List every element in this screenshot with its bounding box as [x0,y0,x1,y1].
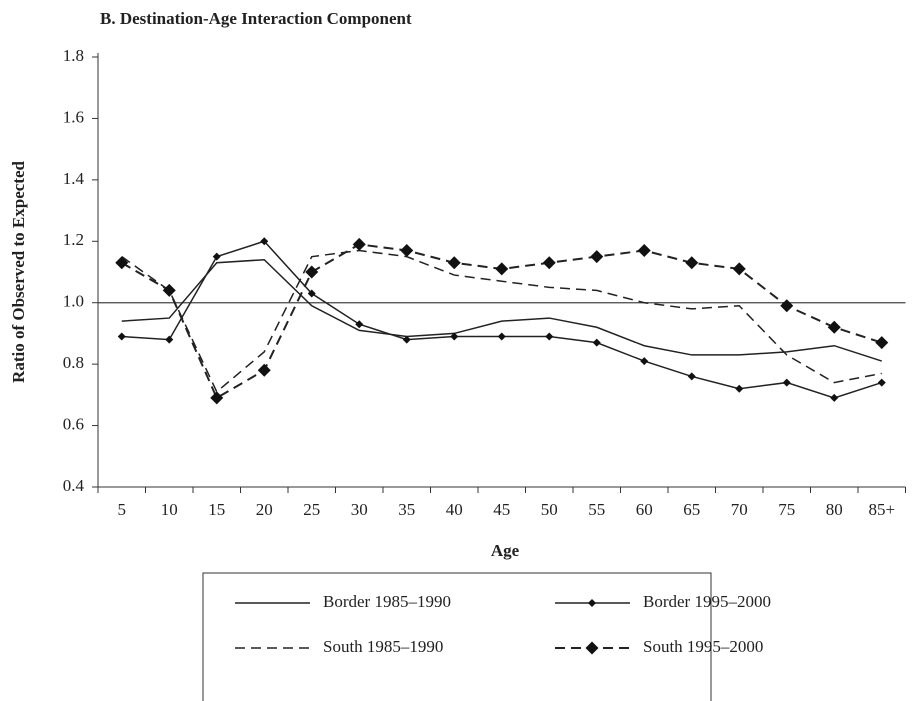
legend-label: Border 1985–1990 [323,592,451,611]
x-tick-label: 25 [303,500,320,519]
point-marker [592,338,601,347]
x-tick-label: 20 [256,500,273,519]
x-tick-label: 55 [588,500,605,519]
point-marker [685,256,699,270]
point-marker [115,256,129,270]
y-tick-label: 1.0 [63,292,84,311]
x-tick-label: 50 [541,500,558,519]
point-marker [640,357,649,366]
point-marker [542,256,556,270]
legend-label: Border 1995–2000 [643,592,771,611]
series-line [121,258,882,362]
y-axis-label: Ratio of Observed to Expected [9,161,28,383]
x-tick-label: 85+ [868,500,895,519]
point-marker [782,378,791,387]
x-tick-label: 70 [731,500,748,519]
x-axis-label: Age [491,541,520,560]
point-marker [830,393,839,402]
point-marker [352,237,366,251]
series-line [121,249,882,393]
y-tick-label: 0.6 [63,414,84,433]
point-marker [495,262,509,276]
x-tick-label: 10 [161,500,178,519]
legend-marker [585,641,599,655]
point-marker [162,283,176,297]
point-marker [305,265,319,279]
x-tick-label: 65 [683,500,700,519]
legend-label: South 1985–1990 [323,637,443,656]
y-tick-label: 0.4 [63,476,85,495]
point-marker [212,252,221,261]
point-marker [687,372,696,381]
y-tick-label: 1.2 [63,230,84,249]
point-marker [590,250,604,264]
point-marker [450,332,459,341]
point-marker [780,299,794,313]
point-marker [210,391,224,405]
point-marker [875,336,889,350]
point-marker [402,335,411,344]
point-marker [827,320,841,334]
x-tick-label: 40 [446,500,463,519]
point-marker [307,289,316,298]
y-tick-label: 1.8 [63,46,84,65]
x-tick-label: 45 [493,500,510,519]
x-tick-label: 35 [398,500,415,519]
x-tick-label: 5 [118,500,127,519]
point-marker [497,332,506,341]
x-tick-label: 80 [826,500,843,519]
x-tick-label: 60 [636,500,653,519]
point-marker [732,262,746,276]
y-tick-label: 1.6 [63,107,84,126]
x-tick-label: 30 [351,500,368,519]
point-marker [447,256,461,270]
legend-marker [588,599,596,607]
point-marker [637,244,651,257]
point-marker [165,335,174,344]
point-marker [117,332,126,341]
point-marker [257,363,271,377]
chart-title: B. Destination-Age Interaction Component [100,9,412,28]
point-marker [877,378,886,387]
point-marker [735,384,744,393]
y-tick-label: 0.8 [63,353,84,372]
point-marker [545,332,554,341]
x-tick-label: 75 [778,500,795,519]
y-tick-label: 1.4 [63,169,85,188]
legend-box [202,572,712,701]
legend-label: South 1995–2000 [643,637,763,656]
point-marker [355,320,364,329]
point-marker [260,237,269,246]
x-tick-label: 15 [208,500,225,519]
point-marker [400,244,414,257]
